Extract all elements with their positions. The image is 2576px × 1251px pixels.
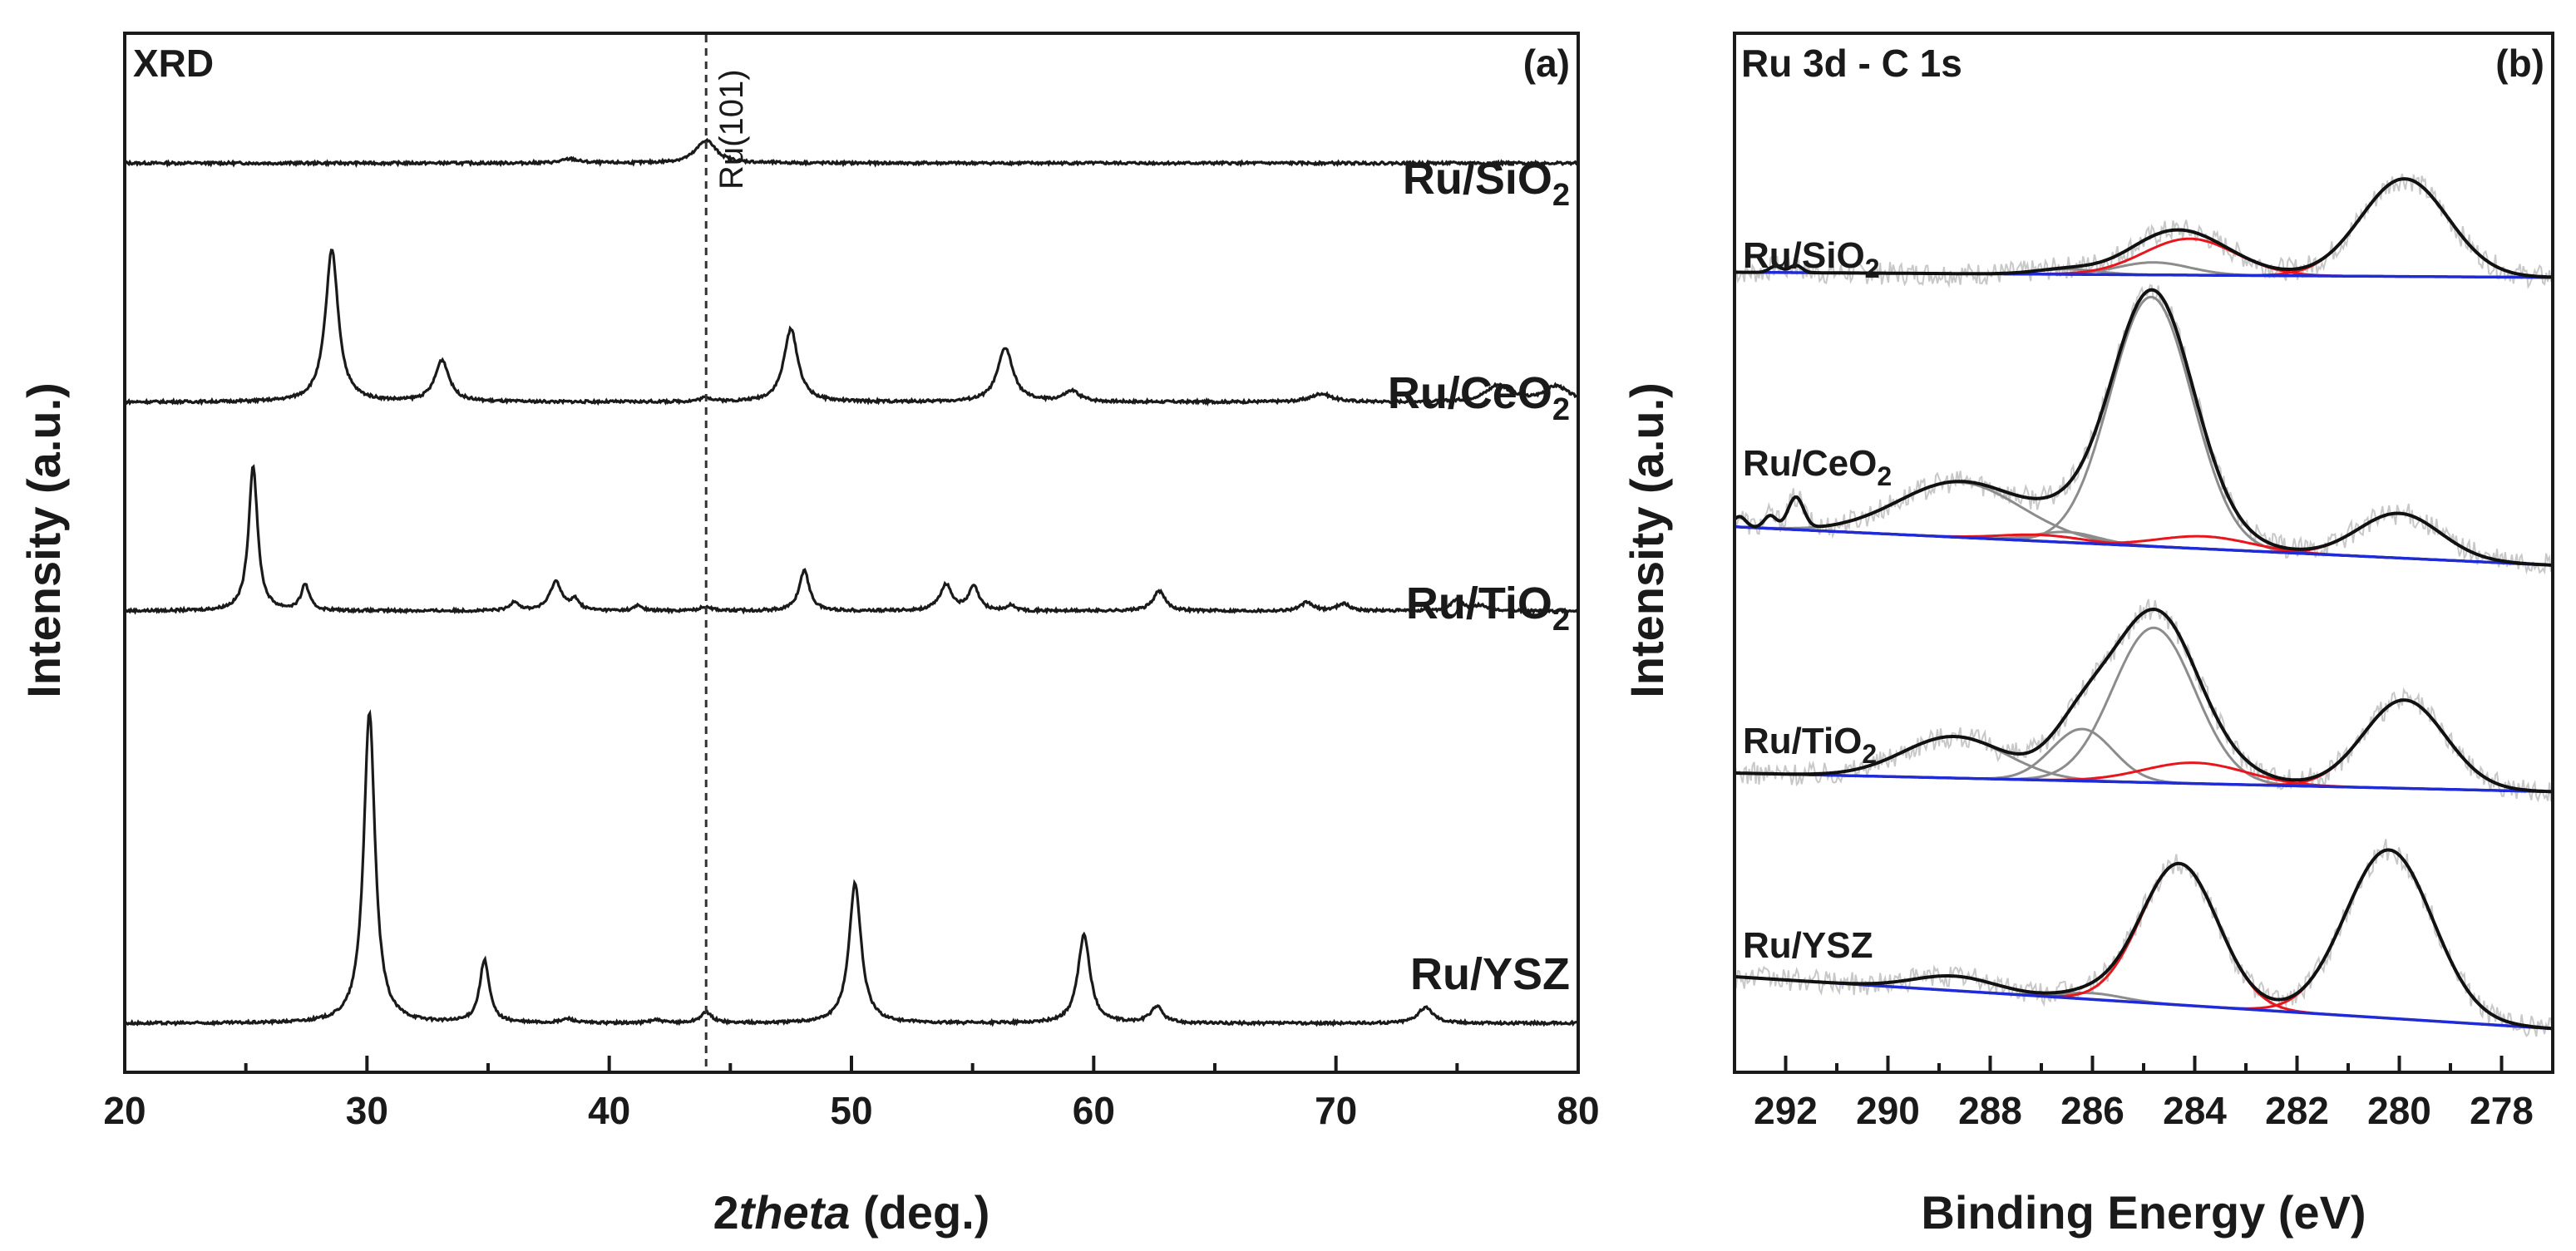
panel-b-traces	[1733, 173, 2554, 1039]
panel-a-label-tio2: Ru/TiO2	[1406, 579, 1570, 638]
panel-b-xtick-label: 284	[2163, 1089, 2227, 1132]
xps-envelope-3	[1734, 848, 2554, 1031]
panel-b-label-tio2: Ru/TiO2	[1743, 721, 1877, 769]
panel-b-xtick-label: 286	[2060, 1089, 2124, 1132]
panel-a-label-sio2: Ru/SiO2	[1403, 154, 1570, 213]
panel-a-label-ceo2: Ru/CeO2	[1388, 368, 1570, 427]
panel-a-xlabel-italic: theta	[739, 1186, 851, 1239]
panel-b-xtick-label: 292	[1754, 1089, 1818, 1132]
panel-b-corner-label: Ru 3d - C 1s	[1741, 42, 1962, 85]
panel-b-label-ceo2-base: Ru/CeO	[1743, 443, 1877, 484]
panel-a-panel-label: (a)	[1523, 42, 1570, 85]
panel-a-label-tio2-base: Ru/TiO	[1406, 579, 1552, 628]
xrd-trace-1	[124, 249, 1580, 406]
panel-b-ylabel: Intensity (a.u.)	[1621, 382, 1673, 698]
panel-a-xtick-label: 30	[346, 1089, 388, 1132]
panel-a-label-sio2-base: Ru/SiO	[1403, 154, 1552, 204]
panel-a-corner-label: XRD	[133, 42, 214, 85]
panel-a-x-ticks: 20 30 40 50 60 70 80	[103, 1056, 1600, 1132]
xps-background-3	[1734, 975, 2554, 1031]
xrd-trace-0	[124, 137, 1580, 168]
xps-envelope-0	[1735, 177, 2554, 279]
panel-b-label-tio2-base: Ru/TiO	[1743, 721, 1862, 761]
panel-a-xlabel-prefix: 2	[713, 1186, 739, 1239]
panel-a-xtick-label: 60	[1073, 1089, 1115, 1132]
panel-b-xtick-label: 278	[2470, 1089, 2534, 1132]
xps-ru-component	[1735, 511, 2554, 567]
panel-a-ylabel: Intensity (a.u.)	[17, 382, 70, 698]
xps-raw-1	[1734, 283, 2554, 575]
xrd-trace-3	[123, 709, 1579, 1027]
panel-b-xtick-label: 282	[2265, 1089, 2329, 1132]
panel-b-label-ysz: Ru/YSZ	[1743, 925, 1873, 966]
panel-a-label-ceo2-base: Ru/CeO	[1388, 368, 1552, 418]
panel-b-label-tio2-sub: 2	[1862, 739, 1877, 769]
panel-a-label-sio2-sub: 2	[1552, 178, 1570, 213]
panel-a-xlabel: 2theta (deg.)	[713, 1186, 990, 1239]
xps-envelope-2	[1735, 607, 2554, 794]
panel-a-xlabel-suffix: (deg.)	[850, 1186, 989, 1239]
panel-a-xtick-label: 40	[588, 1089, 630, 1132]
panel-b-xtick-label: 280	[2367, 1089, 2431, 1132]
panel-a-xtick-label: 80	[1557, 1089, 1599, 1132]
panel-b-xtick-label: 290	[1856, 1089, 1920, 1132]
panel-b-label-sio2: Ru/SiO2	[1743, 235, 1879, 283]
panel-b-label-sio2-base: Ru/SiO	[1743, 235, 1865, 276]
panel-b-label-ceo2: Ru/CeO2	[1743, 443, 1892, 491]
xps-raw-0	[1734, 173, 2554, 289]
panel-b-label-ceo2-sub: 2	[1877, 461, 1892, 491]
panel-a-label-ysz: Ru/YSZ	[1410, 949, 1570, 999]
xps-c-component	[1735, 626, 2553, 793]
panel-a: Intensity (a.u.) XRD (a) Ru(101) Ru/SiO2…	[17, 32, 1600, 1239]
panel-b-xtick-label: 288	[1958, 1089, 2022, 1132]
xrd-trace-2	[124, 464, 1580, 615]
panel-b: Intensity (a.u.) Ru 3d - C 1s (b) Ru/SiO…	[1621, 32, 2554, 1239]
panel-b-panel-label: (b)	[2495, 42, 2544, 85]
panel-a-xtick-label: 70	[1315, 1089, 1357, 1132]
panel-b-x-ticks: 292 290 288 286 284 282 280 278	[1733, 1056, 2554, 1132]
xps-raw-3	[1734, 839, 2554, 1039]
ru101-reference-label: Ru(101)	[713, 69, 750, 190]
panel-a-xtick-label: 20	[103, 1089, 146, 1132]
panel-a-traces	[123, 137, 1580, 1027]
xps-background-2	[1735, 771, 2553, 794]
panel-a-xtick-label: 50	[830, 1089, 872, 1132]
xps-envelope-1	[1733, 288, 2554, 567]
panel-a-label-ceo2-sub: 2	[1552, 392, 1570, 427]
xps-raw-2	[1734, 598, 2554, 803]
xps-background-1	[1735, 525, 2554, 567]
panel-b-xlabel: Binding Energy (eV)	[1921, 1186, 2366, 1239]
panel-b-label-sio2-sub: 2	[1865, 254, 1880, 283]
panel-a-label-tio2-sub: 2	[1552, 603, 1570, 638]
